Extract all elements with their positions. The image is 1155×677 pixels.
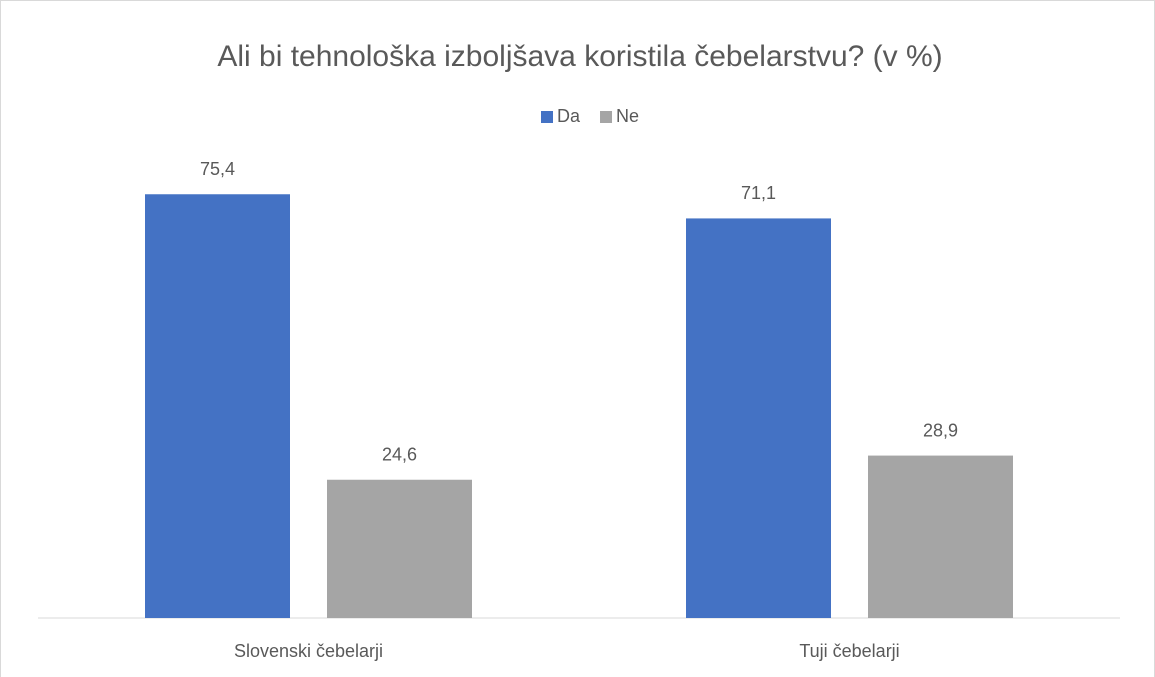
- data-label: 75,4: [200, 159, 235, 179]
- legend-label: Ne: [616, 106, 639, 126]
- bar: [145, 194, 290, 618]
- legend-swatch: [600, 111, 613, 123]
- x-tick-label: Tuji čebelarji: [799, 641, 899, 661]
- bar: [327, 479, 472, 618]
- bar: [686, 218, 831, 618]
- data-label: 24,6: [382, 444, 417, 464]
- data-label: 71,1: [741, 183, 776, 203]
- chart-title: Ali bi tehnološka izboljšava koristila č…: [217, 40, 942, 73]
- x-tick-label: Slovenski čebelarji: [234, 641, 383, 661]
- data-label: 28,9: [923, 420, 958, 440]
- legend-label: Da: [557, 106, 581, 126]
- legend-swatch: [541, 111, 553, 123]
- bar: [868, 455, 1013, 618]
